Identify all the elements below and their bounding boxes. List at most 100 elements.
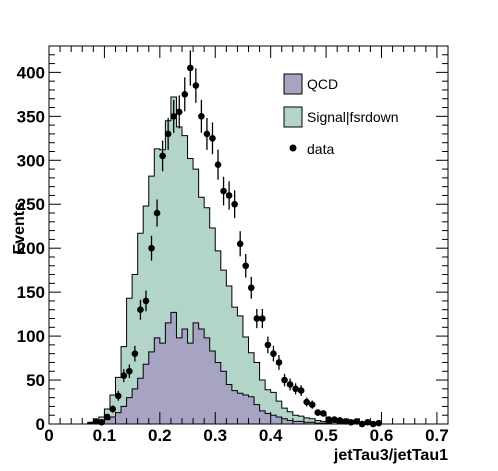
data-point [120,369,128,383]
data-point [181,77,189,112]
legend-label-data: data [307,141,334,157]
data-point-marker [336,417,344,424]
y-tick-label: 400 [17,63,45,82]
data-point-marker [297,387,305,394]
data-point-marker [170,113,177,120]
data-point-marker [131,350,139,357]
data-point [253,308,261,329]
x-tick-label: 0.6 [370,426,394,445]
data-point [236,231,244,257]
data-point [286,378,294,391]
data-point-marker [187,64,194,72]
data-point [336,417,344,424]
data-point-marker [286,381,294,388]
data-point [142,290,150,312]
x-tick-label: 0.3 [203,426,227,445]
data-point-marker [103,413,111,421]
data-point-marker [120,372,128,379]
data-point [126,364,133,379]
data-point [247,276,255,299]
data-point-marker [164,130,172,138]
data-point-marker [303,398,310,406]
data-point-marker [220,187,227,195]
qcd-histogram [87,311,382,425]
legend: QCD Signal|fsrdown data [283,73,399,157]
data-point [342,418,349,425]
data-point-marker [292,385,299,393]
data-point [209,122,216,155]
y-tick-label: 200 [17,239,45,258]
data-point-marker [331,416,338,423]
x-tick-label: 0.4 [259,426,283,445]
data-point [159,140,166,172]
data-point-marker [126,367,133,375]
data-point [198,99,205,133]
data-point [303,397,310,407]
y-tick-label: 0 [36,415,45,434]
data-point-marker [148,244,155,252]
data-point-marker [137,306,144,314]
data-point [259,308,266,329]
data-point-marker [314,409,322,416]
data-point [270,345,277,362]
data-point-marker [181,91,189,98]
x-tick-label: 0 [44,426,53,445]
data-point-marker [320,410,327,417]
data-point-marker [353,418,360,425]
data-point-marker [159,152,166,160]
y-tick-label: 150 [17,283,45,302]
data-point [203,117,211,150]
data-point-marker [247,284,255,292]
data-point-marker [198,113,205,120]
data-point [331,416,338,423]
data-point [275,355,283,370]
data-point-marker [242,262,250,270]
data-point-marker [214,161,222,168]
data-point-marker [114,392,122,400]
data-point [242,253,250,278]
data-point [109,405,117,413]
data-point [281,373,288,387]
data-point-marker [375,419,383,427]
x-tick-label: 0.1 [93,426,117,445]
data-point-marker [142,297,150,305]
data-point-marker [253,315,261,322]
data-point-marker [342,418,349,425]
data-point-marker [225,192,233,199]
data-point-marker [192,82,200,89]
data-point-marker [270,350,277,357]
y-axis-title: Events [11,202,28,255]
data-point-marker [281,376,288,384]
data-point [175,95,183,129]
y-tick-label: 250 [17,195,45,214]
x-tick-label: 0.7 [425,426,449,445]
data-point [164,117,172,150]
data-point [103,413,111,421]
legend-swatch-signal [283,106,303,128]
data-point [320,410,327,417]
data-point-marker [209,135,216,142]
data-point [353,418,360,425]
data-point-marker [203,130,211,138]
data-point [314,409,322,416]
data-point-marker [325,416,333,423]
data-point-marker [264,341,272,349]
data-point [148,235,155,261]
data-point-marker [92,418,100,425]
legend-marker-data [289,144,297,152]
data-point [114,390,122,401]
data-point [220,176,227,206]
y-tick-label: 350 [17,107,45,126]
data-point [231,190,238,219]
y-tick-label: 300 [17,151,45,170]
data-point [225,181,233,210]
legend-swatch-qcd [283,73,303,95]
data-point [131,345,139,362]
y-tick-label: 50 [26,371,45,390]
data-point [292,383,299,395]
x-axis-title: jetTau3/jetTau1 [333,447,448,464]
data-point-marker [175,108,183,116]
legend-label-qcd: QCD [307,76,338,92]
x-tick-label: 0.2 [148,426,172,445]
